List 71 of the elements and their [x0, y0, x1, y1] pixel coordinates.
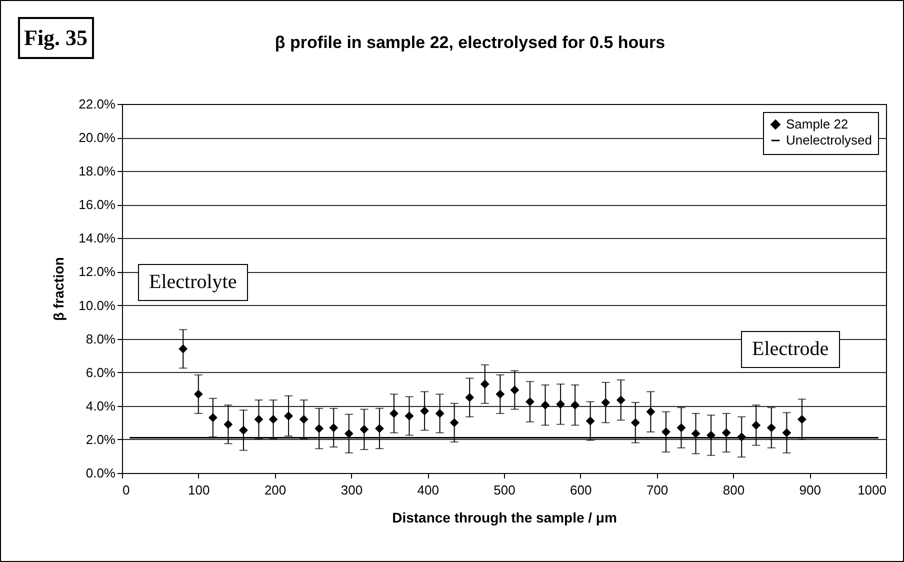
point — [374, 424, 384, 434]
point — [329, 423, 338, 432]
annotation: Electrolyte — [138, 264, 248, 301]
y-tick-label: 16.0% — [78, 197, 116, 212]
point — [661, 427, 670, 436]
y-tick-label: 4.0% — [86, 398, 116, 414]
point — [208, 413, 218, 422]
point — [390, 408, 398, 418]
point — [496, 390, 505, 399]
x-tick-label: 0 — [122, 482, 130, 498]
legend-label: Sample 22 — [786, 116, 848, 132]
x-tick-label: 500 — [494, 482, 516, 498]
point — [722, 428, 731, 438]
x-tick-label: 100 — [188, 482, 210, 498]
point — [510, 386, 520, 394]
point — [239, 426, 248, 435]
y-axis-title: β fraction — [50, 257, 67, 321]
point — [737, 432, 746, 442]
y-tick-label: 12.0% — [78, 264, 116, 280]
chart-title: β profile in sample 22, electrolysed for 0.5 hours — [274, 33, 666, 52]
point — [646, 407, 656, 416]
point — [194, 390, 203, 399]
point — [480, 380, 490, 389]
legend-label: Unelectrolysed — [786, 132, 872, 148]
point — [630, 418, 640, 428]
point — [254, 414, 264, 424]
point — [616, 396, 626, 405]
point — [706, 430, 716, 440]
point — [404, 412, 414, 420]
point — [435, 408, 444, 418]
annotation: Electrode — [741, 331, 840, 368]
point — [465, 393, 474, 402]
y-tick-label: 10.0% — [78, 298, 116, 313]
point — [766, 423, 776, 432]
point — [752, 420, 761, 430]
x-axis-title: Distance through the sample / μm — [392, 510, 617, 526]
y-tick-label: 14.0% — [78, 230, 116, 246]
caption: Fig. 35 — [18, 17, 94, 59]
x-tick-label: 700 — [646, 482, 668, 498]
point — [586, 416, 595, 426]
y-tick-label: 8.0% — [86, 331, 116, 346]
x-tick-label: 400 — [417, 482, 439, 498]
x-tick-label: 600 — [570, 482, 592, 498]
y-tick-label: 22.0% — [78, 96, 116, 112]
x-tick-label: 1000 — [858, 482, 886, 498]
point — [540, 400, 550, 410]
y-tick-label: 18.0% — [78, 164, 116, 179]
x-tick-label: 300 — [340, 482, 363, 498]
point — [268, 414, 278, 424]
point — [526, 397, 534, 406]
point — [178, 344, 188, 354]
point — [284, 412, 294, 420]
point — [782, 428, 792, 438]
y-tick-label: 0.0% — [86, 466, 116, 480]
x-tick-label: 900 — [799, 482, 821, 498]
point — [224, 420, 233, 429]
point — [556, 400, 566, 409]
x-tick-label: 200 — [264, 482, 286, 498]
x-tick-label: 800 — [722, 482, 745, 498]
point — [676, 423, 686, 432]
point — [299, 414, 308, 424]
point — [450, 418, 459, 428]
point — [797, 414, 806, 424]
point — [570, 400, 580, 410]
y-tick-label: 2.0% — [86, 432, 116, 447]
point — [601, 398, 610, 408]
y-tick-label: 20.0% — [78, 130, 116, 146]
point — [360, 424, 369, 434]
point — [314, 424, 324, 434]
y-tick-label: 6.0% — [86, 364, 116, 380]
point — [420, 406, 430, 416]
